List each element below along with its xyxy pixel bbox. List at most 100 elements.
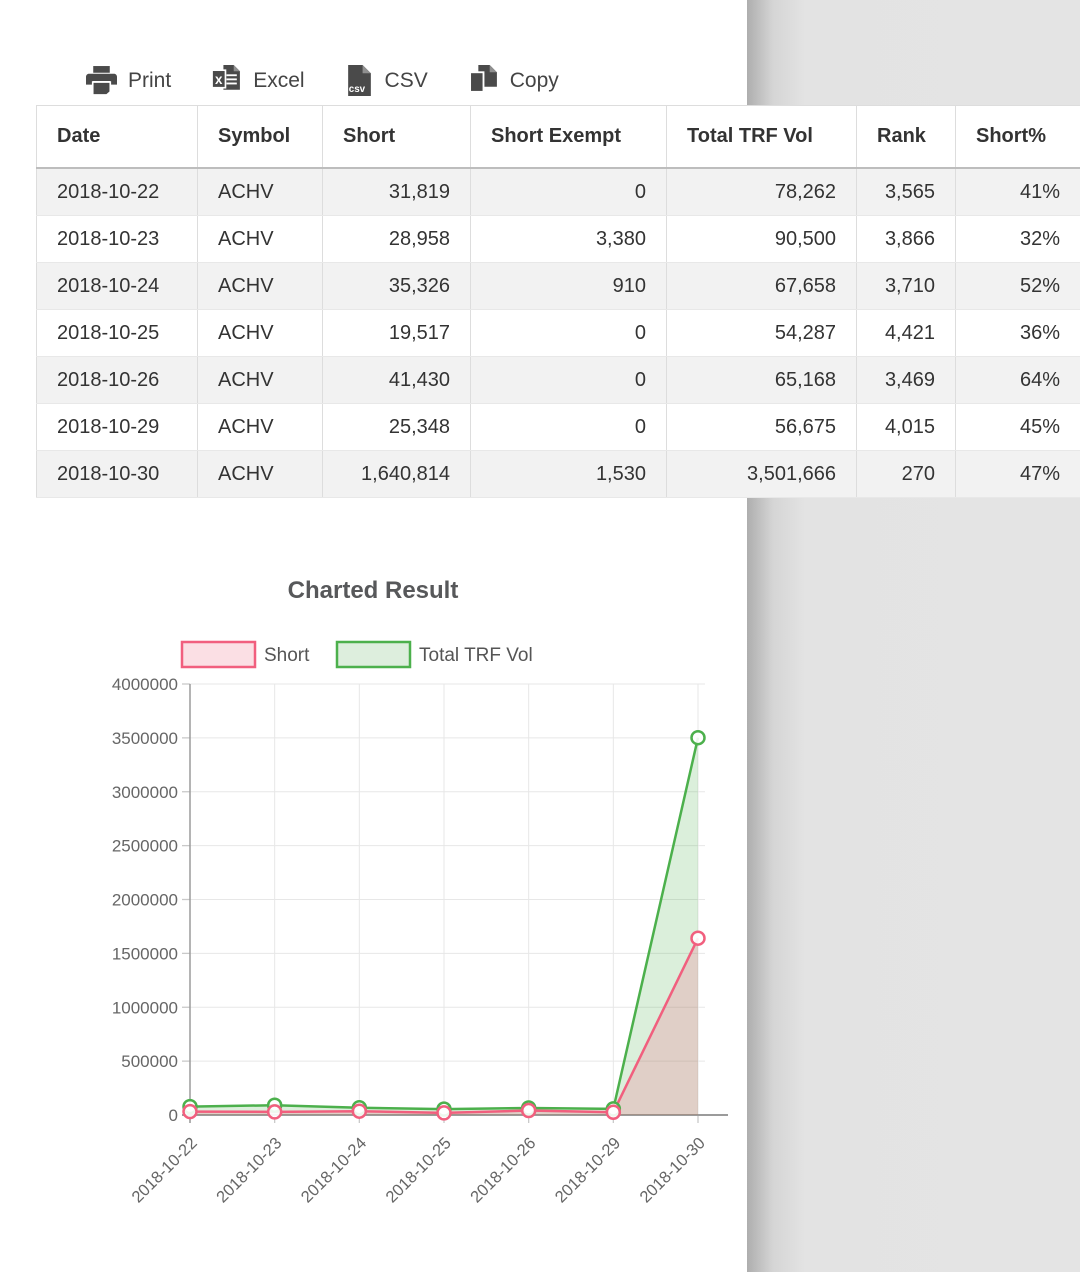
x-axis-tick-label: 2018-10-25 xyxy=(382,1134,454,1206)
table-cell: 78,262 xyxy=(666,167,857,216)
svg-text:csv: csv xyxy=(348,83,365,94)
table-row: 2018-10-22 ACHV 31,819 0 78,262 3,565 41% xyxy=(36,167,1080,216)
column-header-short[interactable]: Short xyxy=(322,105,471,169)
table-cell: ACHV xyxy=(197,262,323,310)
column-header-short-exempt[interactable]: Short Exempt xyxy=(470,105,667,169)
table-cell: 1,530 xyxy=(470,450,667,498)
table-cell: 32% xyxy=(955,215,1080,263)
table-cell: 41% xyxy=(955,167,1080,216)
table-cell: 67,658 xyxy=(666,262,857,310)
table-row: 2018-10-26 ACHV 41,430 0 65,168 3,469 64% xyxy=(36,356,1080,404)
short-data-point[interactable] xyxy=(690,930,706,946)
export-toolbar: Print x Excel csv CSV xyxy=(86,58,559,102)
table-header: Date Symbol Short Short Exempt Total TRF Vol… xyxy=(36,105,1080,169)
table-row: 2018-10-30 ACHV 1,640,814 1,530 3,501,666 270… xyxy=(36,450,1080,498)
chart-grid: 4000000 3500000 3000000 2500000 2000000 15000… xyxy=(112,675,705,1125)
short-series-area xyxy=(190,938,698,1115)
short-data-point[interactable] xyxy=(436,1105,452,1121)
table-cell: 3,710 xyxy=(856,262,956,310)
table-cell: 31,819 xyxy=(322,167,471,216)
y-axis-tick-label: 3500000 xyxy=(112,729,178,748)
table-cell: 270 xyxy=(856,450,956,498)
column-header-symbol[interactable]: Symbol xyxy=(197,105,323,169)
y-axis-tick-label: 1000000 xyxy=(112,998,178,1017)
table-cell: ACHV xyxy=(197,309,323,357)
x-axis-tick-label: 2018-10-30 xyxy=(636,1134,708,1206)
printer-icon xyxy=(86,65,117,96)
table-cell: 64% xyxy=(955,356,1080,404)
table-row: 2018-10-29 ACHV 25,348 0 56,675 4,015 45% xyxy=(36,403,1080,451)
short-data-point[interactable] xyxy=(182,1103,198,1120)
y-axis-tick-label: 0 xyxy=(169,1106,178,1125)
table-cell: 0 xyxy=(470,403,667,451)
table-cell: 36% xyxy=(955,309,1080,357)
table-cell: 2018-10-24 xyxy=(36,262,198,310)
short-data-point[interactable] xyxy=(266,1104,283,1120)
y-axis-tick-label: 2500000 xyxy=(112,837,178,856)
table-cell: 2018-10-26 xyxy=(36,356,198,404)
table-cell: ACHV xyxy=(197,215,323,263)
x-axis-tick-label: 2018-10-26 xyxy=(467,1134,539,1206)
legend-label: Total TRF Vol xyxy=(419,645,533,666)
table-cell: 65,168 xyxy=(666,356,857,404)
table-cell: 2018-10-22 xyxy=(36,167,198,216)
copy-pages-icon xyxy=(468,64,499,97)
table-cell: 52% xyxy=(955,262,1080,310)
csv-button[interactable]: csv CSV xyxy=(345,64,428,97)
print-button-label: Print xyxy=(128,68,172,92)
table-cell: 0 xyxy=(470,167,667,216)
table-cell: 47% xyxy=(955,450,1080,498)
table-cell: 4,421 xyxy=(856,309,956,357)
print-button[interactable]: Print xyxy=(86,65,171,96)
table-cell: 28,958 xyxy=(322,215,471,263)
table-cell: 54,287 xyxy=(666,309,857,357)
table-cell: 90,500 xyxy=(666,215,857,263)
column-header-rank[interactable]: Rank xyxy=(856,105,956,169)
table-cell: 2018-10-25 xyxy=(36,309,198,357)
table-cell: 4,015 xyxy=(856,403,956,451)
column-header-total-trf-vol[interactable]: Total TRF Vol xyxy=(666,105,857,169)
table-cell: 3,501,666 xyxy=(666,450,857,498)
chart-legend: Short Total TRF Vol xyxy=(180,640,533,669)
table-cell: 41,430 xyxy=(322,356,471,404)
charted-result-chart: Charted Result Short Total TRF Vol 4000000 3… xyxy=(112,577,728,1207)
legend-swatch-short[interactable] xyxy=(180,640,257,669)
short-volume-table: Date Symbol Short Short Exempt Total TRF Vol… xyxy=(36,105,1080,498)
table-cell: 3,866 xyxy=(856,215,956,263)
table-cell: 56,675 xyxy=(666,403,857,451)
table-row: 2018-10-25 ACHV 19,517 0 54,287 4,421 36% xyxy=(36,309,1080,357)
table-cell: 0 xyxy=(470,309,667,357)
svg-text:x: x xyxy=(215,72,223,87)
y-axis-tick-label: 1500000 xyxy=(112,944,178,963)
copy-button[interactable]: Copy xyxy=(468,64,559,97)
y-axis-tick-label: 4000000 xyxy=(112,675,178,694)
table-cell: ACHV xyxy=(197,403,323,451)
x-axis-tick-label: 2018-10-23 xyxy=(213,1134,285,1206)
excel-button[interactable]: x Excel xyxy=(211,64,305,97)
table-cell: 3,565 xyxy=(856,167,956,216)
table-cell: ACHV xyxy=(197,356,323,404)
column-header-short-[interactable]: Short% xyxy=(955,105,1080,169)
table-row: 2018-10-23 ACHV 28,958 3,380 90,500 3,866 32% xyxy=(36,215,1080,263)
table-cell: 1,640,814 xyxy=(322,450,471,498)
table-cell: 0 xyxy=(470,356,667,404)
short-data-point[interactable] xyxy=(351,1103,368,1119)
csv-file-icon: csv xyxy=(345,64,374,97)
total-trf-vol-data-point[interactable] xyxy=(690,729,706,746)
legend-label: Short xyxy=(264,645,310,666)
table-cell: 25,348 xyxy=(322,403,471,451)
table-cell: 2018-10-30 xyxy=(36,450,198,498)
short-data-point[interactable] xyxy=(605,1104,622,1121)
x-axis-tick-label: 2018-10-24 xyxy=(298,1134,370,1206)
table-cell: 2018-10-29 xyxy=(36,403,198,451)
short-data-point[interactable] xyxy=(520,1102,537,1119)
legend-swatch-total-trf-vol[interactable] xyxy=(335,640,412,669)
y-axis-tick-label: 500000 xyxy=(121,1052,178,1071)
table-row: 2018-10-24 ACHV 35,326 910 67,658 3,710 52% xyxy=(36,262,1080,310)
x-axis-tick-label: 2018-10-29 xyxy=(552,1134,624,1206)
table-cell: 3,469 xyxy=(856,356,956,404)
column-header-date[interactable]: Date xyxy=(36,105,198,169)
excel-file-icon: x xyxy=(211,64,242,97)
table-cell: ACHV xyxy=(197,167,323,216)
copy-button-label: Copy xyxy=(509,68,559,92)
